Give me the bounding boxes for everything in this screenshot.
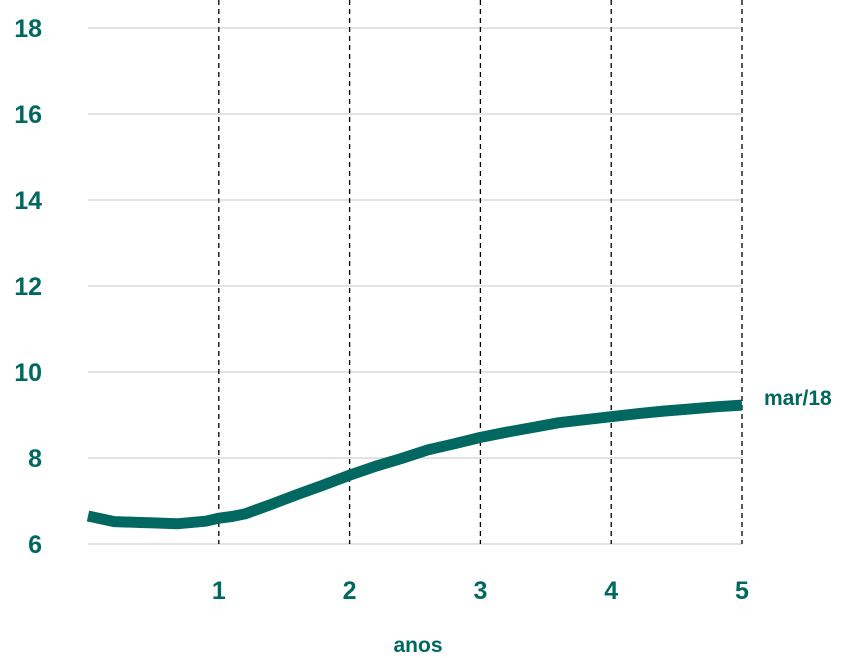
year-markers: [218, 0, 743, 544]
series-layer: [86, 399, 743, 530]
x-axis: 1 2 3 4 5: [212, 577, 749, 605]
x-tick-label: 5: [735, 577, 749, 605]
x-tick-label: 1: [212, 577, 226, 605]
x-tick-label: 2: [343, 577, 357, 605]
series-line-0: [86, 399, 743, 530]
y-tick-label: 12: [14, 273, 42, 301]
x-axis-title: anos: [393, 634, 442, 657]
x-tick-label: 4: [604, 577, 618, 605]
x-tick-label: 3: [473, 577, 487, 605]
gridlines: [88, 27, 742, 545]
y-tick-label: 18: [14, 15, 42, 43]
series-label: mar/18: [764, 387, 832, 410]
y-tick-label: 8: [28, 445, 42, 473]
y-tick-label: 14: [14, 187, 42, 215]
y-tick-label: 6: [28, 531, 42, 559]
y-axis: 6 8 10 12 14 16 18: [14, 15, 42, 559]
y-tick-label: 16: [14, 101, 42, 129]
y-tick-label: 10: [14, 359, 42, 387]
